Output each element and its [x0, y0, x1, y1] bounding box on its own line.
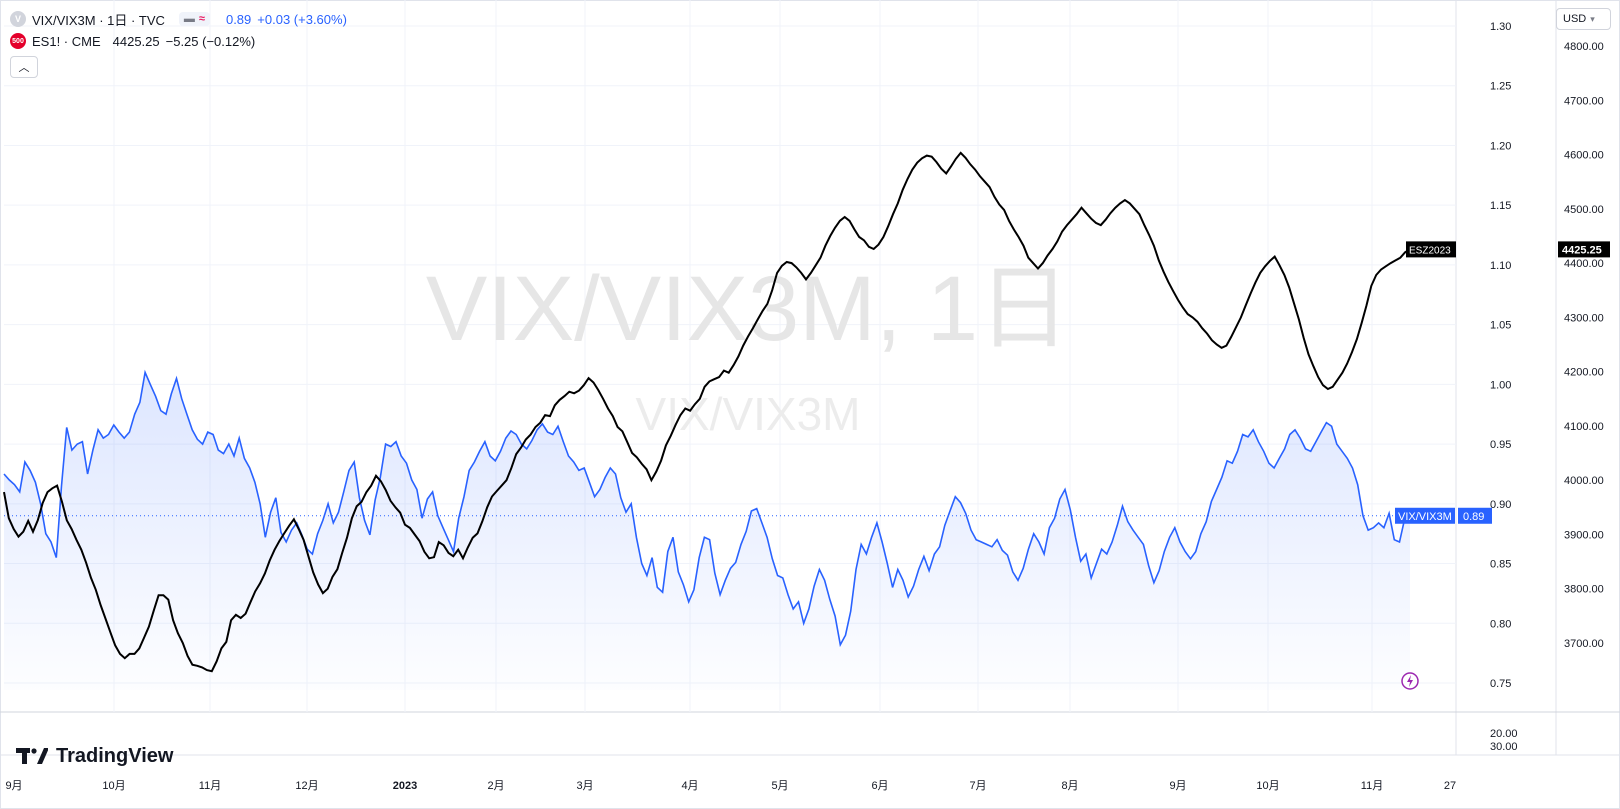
- vix-axis-tick-label: 0.80: [1490, 618, 1511, 630]
- es-axis-tick-label: 4000.00: [1564, 475, 1604, 487]
- vix-axis-tick-label: 0.75: [1490, 678, 1511, 690]
- time-axis-label: 2023: [393, 780, 417, 792]
- series-layer: VIX/VIX3M 0.89 ESZ2023 4425.25: [3, 151, 1610, 690]
- es-axis-tick-label: 4800.00: [1564, 41, 1604, 53]
- chart-legend: V VIX/VIX3M · 1日 · TVC ▬ ≈ 0.89 +0.03 (+…: [10, 8, 347, 78]
- time-axis-label: 8月: [1061, 780, 1078, 792]
- es-axis-tick-label: 4300.00: [1564, 312, 1604, 324]
- time-axis-label: 7月: [969, 780, 986, 792]
- lower-pane-tick-label: 30.00: [1490, 741, 1518, 753]
- es-label-text: ESZ2023: [1409, 245, 1451, 256]
- vix-axis-tick-label: 0.85: [1490, 559, 1511, 571]
- vix-symbol-icon: V: [10, 11, 26, 27]
- es-axis-tick-label: 4600.00: [1564, 150, 1604, 162]
- vix-value-text: 0.89: [1463, 511, 1484, 523]
- vix-label-box: [1395, 507, 1455, 524]
- es-value-text: 4425.25: [1562, 244, 1602, 256]
- wave-icon: ≈: [198, 13, 205, 25]
- collapse-legend-button[interactable]: ︿: [10, 56, 38, 78]
- symbol-watermark: VIX/VIX3M, 1日 VIX/VIX3M: [426, 258, 1070, 440]
- legend-main-row[interactable]: V VIX/VIX3M · 1日 · TVC ▬ ≈ 0.89 +0.03 (+…: [10, 8, 347, 30]
- vix-axis-tick-label: 1.20: [1490, 140, 1511, 152]
- lower-pane-tick-label: 20.00: [1490, 728, 1518, 740]
- time-axis-label: 10月: [1256, 780, 1279, 792]
- es-series-line: [3, 151, 1411, 673]
- time-axis-label: 6月: [871, 780, 888, 792]
- minus-icon: ▬: [183, 13, 195, 25]
- brand-name: TradingView: [56, 745, 174, 767]
- vix-area-fill: [4, 372, 1410, 690]
- vix-axis-tick-label: 1.10: [1490, 260, 1511, 272]
- time-axis-label: 4月: [681, 780, 698, 792]
- time-axis-label: 10月: [102, 780, 125, 792]
- time-axis-label: 9月: [1169, 780, 1186, 792]
- lightning-bolt: [1407, 675, 1413, 687]
- time-axis-label: 3月: [576, 780, 593, 792]
- main-change: +0.03 (+3.60%): [257, 11, 347, 27]
- vix-axis-tick-label: 0.90: [1490, 499, 1511, 511]
- main-symbol-title[interactable]: VIX/VIX3M · 1日 · TVC: [32, 12, 165, 28]
- es-axis-tick-label: 4700.00: [1564, 95, 1604, 107]
- vix-axis-tick-label: 1.05: [1490, 320, 1511, 332]
- es-axis-tick-label: 3700.00: [1564, 638, 1604, 650]
- chevron-down-icon: ▾: [1590, 13, 1595, 24]
- currency-button[interactable]: USD ▾: [1556, 8, 1611, 30]
- vix-axis-tick-label: 1.30: [1490, 21, 1511, 33]
- es-axis-tick-label: 4100.00: [1564, 421, 1604, 433]
- price-axes: 1.30 1.25 1.20 1.15 1.10 1.05 1.00 0.95 0.90 0.85…: [1490, 21, 1604, 753]
- vix-series-line: [3, 369, 1411, 648]
- compare-symbol-title[interactable]: ES1! · CME: [32, 33, 101, 49]
- vix-axis-tick-label: 1.15: [1490, 200, 1511, 212]
- legend-compare-row[interactable]: 500 ES1! · CME 4425.25 −5.25 (−0.12%): [10, 30, 347, 52]
- time-axis: 9月 10月 11月 12月 2023 2月 3月 4月 5月 6月 7月 8月 9月 10月 11月 27: [5, 780, 1456, 792]
- vix-label-text: VIX/VIX3M: [1398, 511, 1452, 523]
- compare-change: −5.25 (−0.12%): [165, 33, 256, 49]
- time-axis-label: 27: [1444, 780, 1456, 792]
- currency-label: USD: [1563, 13, 1587, 25]
- tradingview-logo[interactable]: TradingView: [16, 745, 173, 768]
- time-axis-label: 2月: [487, 780, 504, 792]
- time-axis-label: 11月: [1361, 780, 1383, 792]
- es-axis-tick-label: 3900.00: [1564, 529, 1604, 541]
- watermark-sub: VIX/VIX3M: [636, 388, 861, 440]
- es-axis-tick-label: 4400.00: [1564, 258, 1604, 270]
- es-axis-tick-label: 3800.00: [1564, 584, 1604, 596]
- event-lightning-icon: [1401, 672, 1419, 690]
- vix-axis-tick-label: 1.25: [1490, 81, 1511, 93]
- sp500-symbol-icon: 500: [10, 33, 26, 49]
- es-value-box: [1558, 241, 1610, 258]
- vix-series-label: VIX/VIX3M 0.89: [1395, 507, 1492, 524]
- time-axis-label: 9月: [5, 780, 22, 792]
- chevron-up-icon: ︿: [18, 62, 30, 74]
- tradingview-mark-icon: [16, 747, 48, 764]
- main-last-value: 0.89: [225, 11, 252, 27]
- compare-last-value: 4425.25: [112, 33, 160, 49]
- watermark-main: VIX/VIX3M, 1日: [426, 258, 1070, 360]
- es-series-label: ESZ2023 4425.25: [1406, 241, 1610, 258]
- es-label-box: [1406, 241, 1456, 258]
- time-axis-label: 11月: [199, 780, 221, 792]
- time-axis-label: 5月: [771, 780, 788, 792]
- es-axis-tick-label: 4500.00: [1564, 204, 1604, 216]
- vix-axis-tick-label: 0.95: [1490, 439, 1511, 451]
- es-axis-tick-label: 4200.00: [1564, 367, 1604, 379]
- series-settings-pill[interactable]: ▬ ≈: [178, 12, 210, 26]
- vix-value-box: [1458, 507, 1492, 524]
- vix-axis-tick-label: 1.00: [1490, 379, 1511, 391]
- time-axis-label: 12月: [295, 780, 318, 792]
